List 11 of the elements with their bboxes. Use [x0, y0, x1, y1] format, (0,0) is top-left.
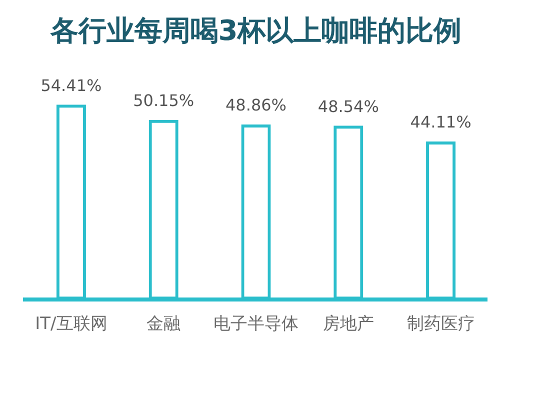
data-label: 44.11% — [410, 112, 472, 132]
x-tick-label: 制药医疗 — [406, 314, 475, 334]
x-tick-label: 房地产 — [322, 314, 374, 334]
x-tick-label: 金融 — [146, 314, 181, 334]
data-label: 54.41% — [40, 76, 102, 95]
data-label: 48.86% — [225, 96, 287, 115]
x-tick-label: IT/互联网 — [35, 314, 108, 334]
chart-title: 各行业每周喝3杯以上咖啡的比例 — [49, 14, 462, 48]
data-label: 50.15% — [133, 91, 194, 110]
data-label: 48.54% — [318, 96, 379, 116]
x-tick-label: 电子半导体 — [214, 314, 298, 334]
